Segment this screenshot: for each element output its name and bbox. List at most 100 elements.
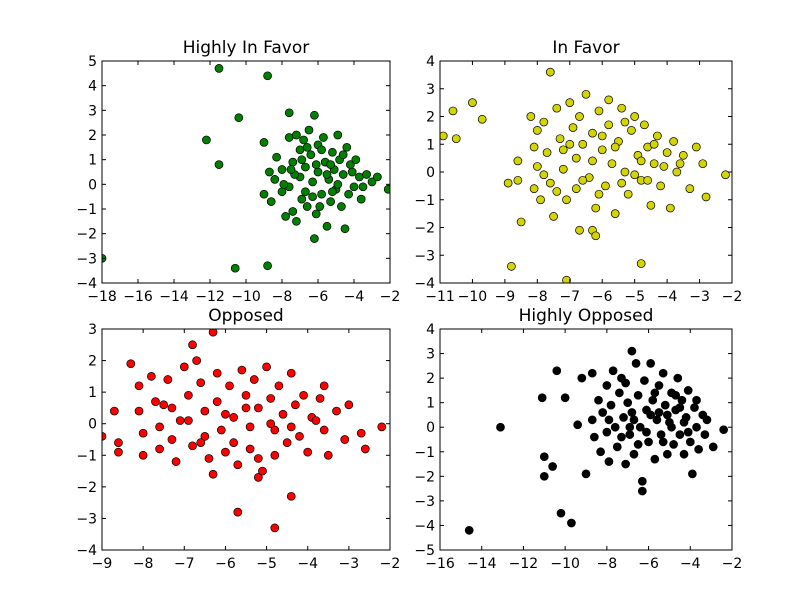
- data-point: [214, 64, 224, 73]
- data-point: [662, 148, 672, 157]
- data-point: [636, 156, 646, 166]
- data-point: [266, 197, 276, 206]
- data-point: [322, 221, 332, 231]
- data-point: [545, 178, 555, 188]
- data-point: [588, 128, 597, 138]
- data-point: [302, 142, 312, 152]
- data-point: [656, 430, 666, 439]
- x-tick-label: −16: [123, 289, 153, 305]
- data-point: [581, 89, 591, 99]
- data-point: [532, 162, 542, 171]
- data-point: [596, 447, 605, 457]
- data-point: [640, 376, 649, 385]
- data-point: [229, 438, 239, 448]
- x-tick-label: −5: [256, 556, 277, 572]
- data-point: [328, 147, 337, 157]
- data-point: [679, 449, 689, 459]
- data-point: [653, 131, 662, 141]
- data-point: [188, 340, 197, 350]
- data-point: [297, 155, 307, 165]
- data-point: [319, 425, 329, 435]
- data-point: [284, 133, 294, 142]
- data-point: [700, 430, 710, 439]
- y-tick-label: 3: [426, 347, 435, 363]
- data-point: [503, 178, 513, 188]
- data-point: [277, 187, 287, 197]
- x-tick-label: −6: [592, 289, 613, 305]
- data-point: [270, 523, 280, 533]
- y-tick-label: 0: [426, 420, 435, 436]
- data-point: [200, 431, 210, 441]
- data-point: [649, 159, 659, 169]
- data-point: [562, 275, 571, 283]
- data-point: [301, 187, 310, 197]
- data-point: [513, 175, 523, 185]
- y-tick-label: −4: [414, 518, 435, 534]
- plot-area: [440, 329, 732, 550]
- data-point: [589, 432, 599, 442]
- data-point: [552, 103, 562, 113]
- x-tick-label: −6: [308, 289, 329, 305]
- data-point: [688, 469, 697, 479]
- data-point: [233, 460, 243, 470]
- data-point: [356, 428, 366, 438]
- data-point: [317, 189, 326, 199]
- data-point: [662, 410, 672, 420]
- data-point: [342, 142, 352, 152]
- data-point: [654, 408, 664, 417]
- data-point: [304, 125, 314, 135]
- x-tick-label: −18: [87, 289, 117, 305]
- data-point: [545, 67, 555, 77]
- data-point: [202, 135, 211, 145]
- y-tick-label: 0: [426, 165, 435, 181]
- data-point: [259, 138, 269, 147]
- data-point: [241, 390, 251, 400]
- data-point: [221, 409, 230, 419]
- y-tick-label: 2: [88, 128, 97, 144]
- data-point: [333, 179, 343, 189]
- data-point: [328, 187, 337, 197]
- points-group: [440, 67, 730, 283]
- data-point: [646, 359, 656, 368]
- data-point: [621, 378, 630, 388]
- subplot-1: −18 −16 −14 −12 −10 −8 −6 −4 −2−4−3−2−1012345Hig…: [76, 38, 400, 305]
- data-point: [631, 359, 641, 368]
- y-tick-label: −3: [76, 251, 97, 267]
- data-point: [349, 182, 359, 192]
- data-point: [288, 157, 298, 167]
- data-point: [662, 449, 672, 459]
- axes-frame: [439, 60, 733, 284]
- data-point: [310, 234, 319, 243]
- data-point: [167, 403, 177, 413]
- data-point: [604, 120, 614, 130]
- data-point: [138, 450, 148, 460]
- data-point: [347, 167, 357, 177]
- y-tick-label: −3: [414, 494, 435, 510]
- data-point: [620, 117, 630, 127]
- x-tick-label: −10: [458, 289, 488, 305]
- data-point: [451, 134, 461, 144]
- y-tick-label: 2: [88, 354, 97, 370]
- data-point: [602, 381, 612, 390]
- data-point: [558, 164, 568, 174]
- data-point: [295, 145, 305, 155]
- data-point: [654, 381, 664, 390]
- data-point: [266, 394, 276, 403]
- data-point: [192, 356, 201, 365]
- data-point: [612, 442, 622, 452]
- data-point: [691, 142, 701, 152]
- data-point: [351, 155, 361, 165]
- data-point: [171, 457, 181, 466]
- data-point: [675, 403, 685, 412]
- data-point: [311, 416, 321, 425]
- data-point: [272, 152, 281, 162]
- data-point: [179, 362, 189, 372]
- data-point: [306, 150, 316, 160]
- data-point: [344, 189, 353, 199]
- data-point: [552, 366, 562, 376]
- data-point: [114, 438, 123, 448]
- data-point: [477, 114, 487, 124]
- y-tick-label: −5: [414, 543, 435, 559]
- chart-title: Opposed: [208, 306, 283, 326]
